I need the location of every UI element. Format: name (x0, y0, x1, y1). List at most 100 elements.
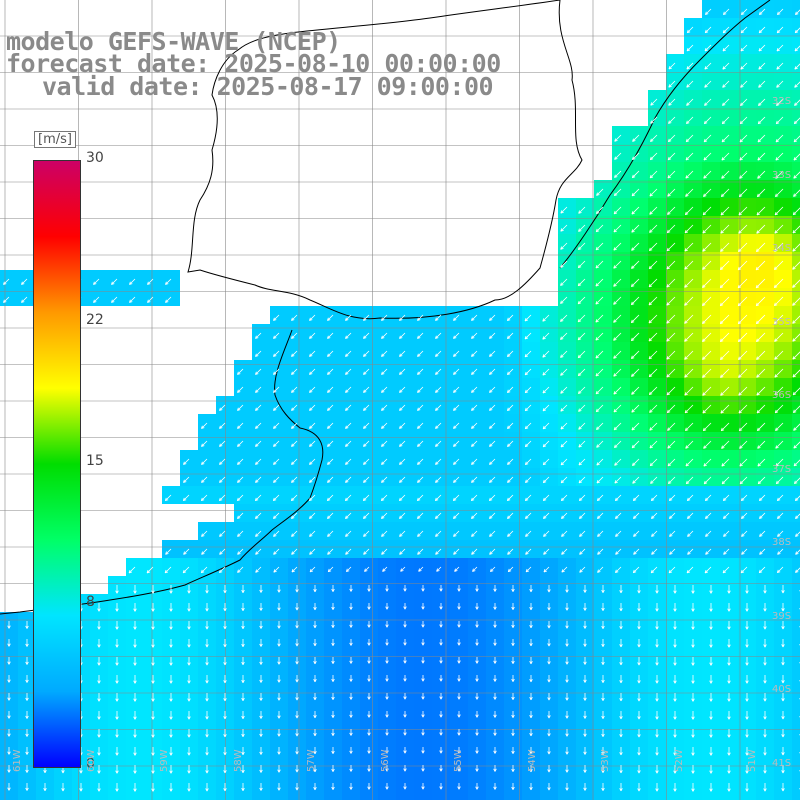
wind-arrow-head (255, 425, 259, 429)
wind-arrow-head (794, 66, 798, 70)
wind-arrow-head (151, 662, 155, 666)
wind-arrow (795, 531, 800, 537)
wind-arrow (273, 368, 280, 375)
wind-arrow-head (651, 551, 655, 555)
wind-arrow-head (737, 338, 742, 343)
wind-arrow-head (489, 425, 493, 429)
wind-arrow-head (759, 515, 763, 519)
wind-arrow-head (295, 697, 299, 701)
wind-arrow-head (561, 569, 565, 573)
wind-arrow (327, 386, 334, 393)
wind-arrow-head (758, 102, 762, 106)
wind-arrow-head (169, 680, 173, 684)
wind-arrow-head (739, 157, 743, 161)
wind-arrow-head (614, 480, 618, 484)
wind-arrow-head (776, 84, 780, 88)
wind-arrow-head (507, 551, 511, 555)
wind-arrow-head (781, 644, 785, 648)
wind-arrow (632, 476, 640, 484)
wind-arrow-head (655, 626, 659, 630)
wind-arrow-head (741, 515, 745, 519)
wind-arrow-head (345, 461, 349, 465)
wind-arrow (471, 494, 478, 501)
wind-arrow-head (667, 445, 671, 449)
wind-arrow-head (511, 750, 515, 754)
wind-cell (792, 324, 800, 342)
wind-arrow-head (595, 355, 599, 359)
wind-arrow-head (259, 607, 263, 611)
wind-arrow (739, 116, 748, 125)
wind-arrow-head (506, 371, 511, 376)
wind-arrow (560, 260, 568, 268)
wind-arrow-head (277, 643, 281, 647)
wind-arrow-head (367, 660, 371, 664)
wind-arrow (669, 512, 676, 519)
wind-arrow-head (399, 389, 403, 393)
wind-arrow-head (547, 769, 551, 773)
wind-arrow-head (223, 590, 227, 594)
wind-arrow-head (490, 568, 494, 572)
wind-arrow-head (115, 752, 119, 756)
wind-arrow-head (763, 770, 767, 774)
wind-arrow-head (542, 461, 547, 466)
wind-arrow-head (421, 696, 425, 700)
wind-arrow-head (237, 407, 241, 411)
wind-arrow-head (400, 568, 404, 572)
wind-arrow (649, 404, 658, 413)
wind-arrow-head (577, 372, 582, 377)
wind-arrow-head (776, 66, 780, 70)
wind-arrow-head (331, 768, 335, 772)
wind-arrow-head (453, 353, 457, 357)
wind-arrow-head (439, 624, 443, 628)
wind-arrow (757, 458, 766, 467)
colorbar-tick-label: 0 (86, 756, 95, 772)
wind-arrow-head (795, 11, 799, 15)
wind-arrow-head (363, 551, 367, 555)
wind-arrow-head (703, 463, 707, 467)
wind-arrow-head (649, 409, 653, 413)
wind-arrow-head (403, 678, 407, 682)
wind-arrow-head (774, 230, 778, 234)
wind-arrow-head (525, 515, 529, 519)
wind-arrow-head (615, 515, 619, 519)
wind-arrow-head (691, 752, 695, 756)
wind-arrow-head (631, 373, 635, 377)
wind-arrow-head (489, 551, 493, 555)
wind-arrow (702, 422, 712, 432)
wind-arrow (291, 386, 298, 393)
wind-arrow (507, 566, 514, 573)
wind-arrow (702, 242, 712, 252)
wind-arrow-head (703, 480, 708, 485)
wind-arrow-head (255, 551, 259, 555)
wind-arrow (723, 512, 730, 519)
wind-arrow-head (3, 281, 7, 285)
wind-arrow (237, 458, 244, 465)
wind-arrow (615, 530, 622, 537)
wind-arrow-head (793, 480, 798, 485)
wind-arrow-head (169, 734, 173, 738)
wind-arrow-head (722, 84, 726, 88)
wind-arrow (702, 260, 712, 270)
wind-arrow (758, 98, 766, 106)
wind-arrow (705, 8, 712, 15)
wind-arrow (705, 494, 712, 501)
wind-arrow (666, 386, 676, 396)
wind-arrow (507, 386, 514, 393)
wind-arrow-head (619, 626, 623, 630)
wind-arrow-head (709, 644, 713, 648)
wind-arrow (524, 386, 532, 394)
wind-arrow (668, 80, 676, 88)
wind-arrow-head (529, 607, 533, 611)
wind-arrow-head (255, 443, 259, 447)
wind-arrow (435, 386, 442, 393)
wind-cell (126, 792, 144, 800)
wind-cell (792, 738, 800, 756)
wind-arrow-head (601, 769, 605, 773)
wind-arrow (327, 314, 334, 321)
wind-arrow (631, 206, 640, 215)
wind-arrow-head (277, 589, 281, 593)
wind-arrow-head (577, 354, 582, 359)
wind-arrow (720, 368, 730, 378)
